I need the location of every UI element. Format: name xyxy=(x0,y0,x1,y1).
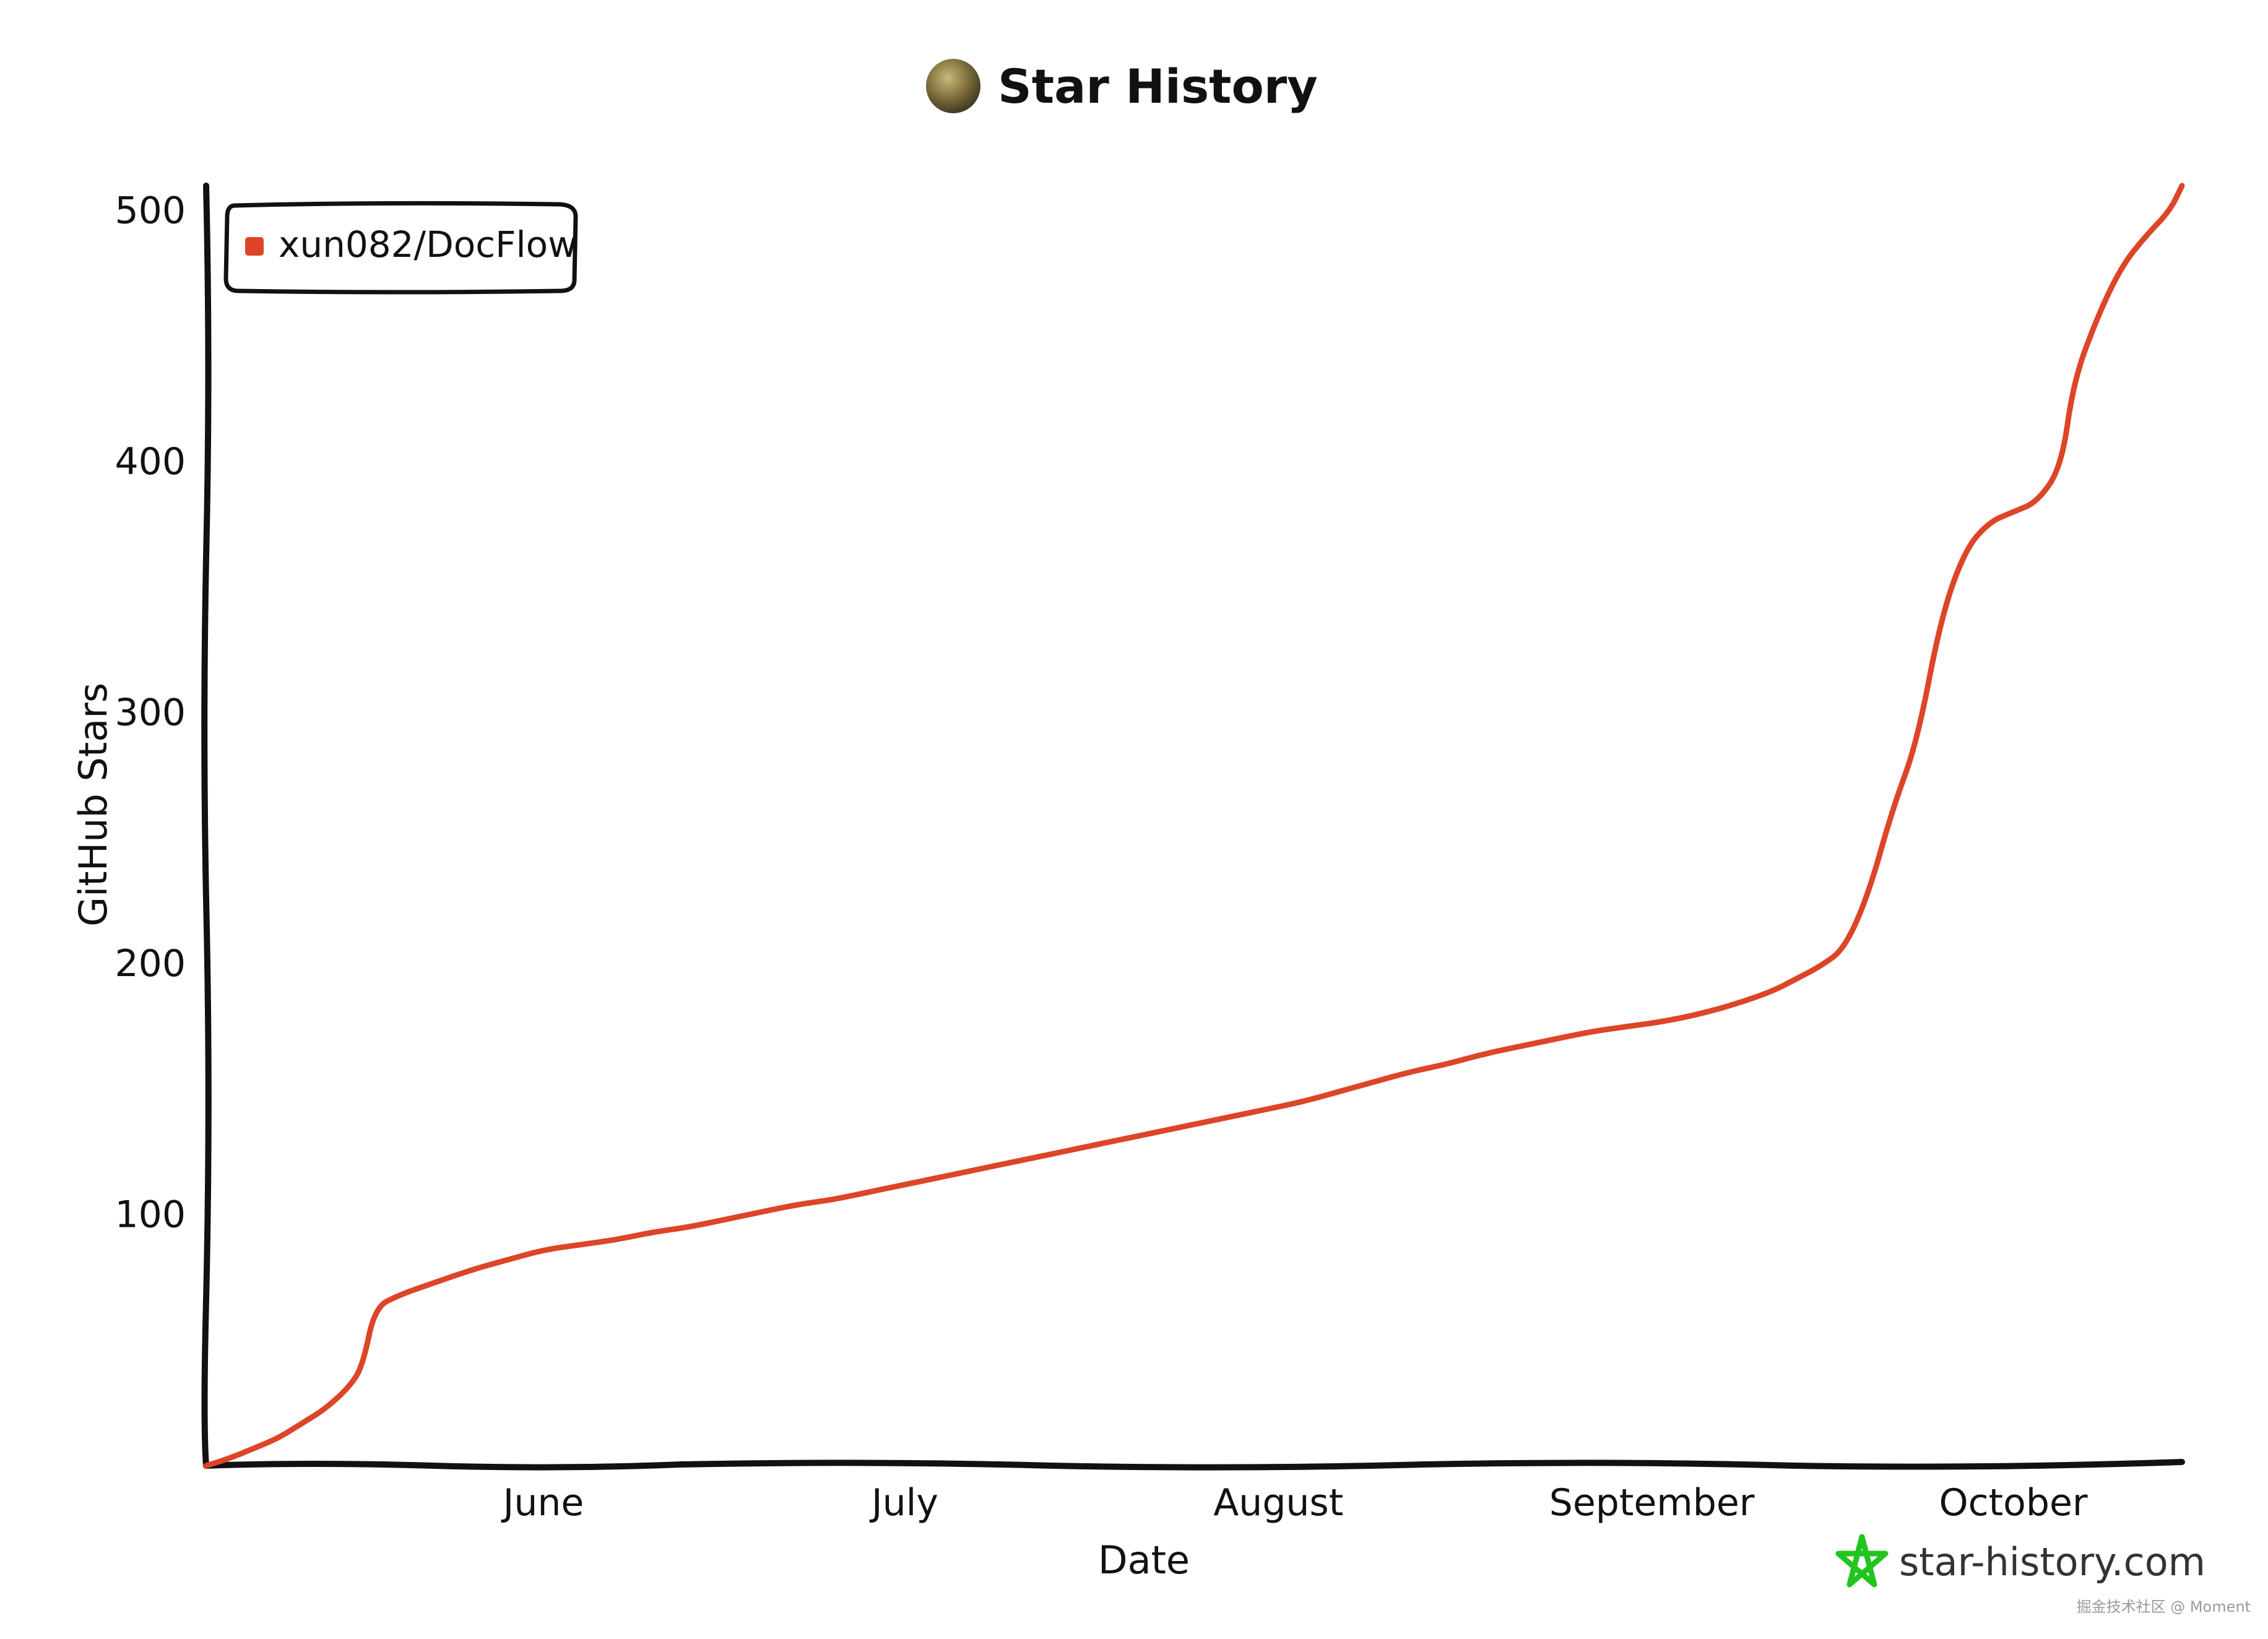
y-tick-label: 400 xyxy=(115,440,186,483)
x-tick-label: August xyxy=(1213,1481,1343,1524)
watermark: 掘金技术社区 @ Moment xyxy=(2077,1598,2251,1615)
brand: star-history.com xyxy=(1835,1534,2205,1588)
y-axis-line xyxy=(201,183,212,1469)
x-tick-label: June xyxy=(501,1481,584,1524)
y-axis-label: GitHub Stars xyxy=(71,683,116,927)
x-tick-labels: June July August September October xyxy=(501,1481,2088,1524)
brand-text: star-history.com xyxy=(1899,1539,2205,1585)
x-axis-line xyxy=(203,1459,2185,1471)
legend-box xyxy=(223,201,578,295)
y-tick-label: 300 xyxy=(115,691,186,735)
x-tick-label: July xyxy=(869,1481,938,1524)
legend: xun082/DocFlow xyxy=(223,201,578,295)
chart-header: Star History xyxy=(926,59,1318,114)
y-tick-label: 500 xyxy=(115,189,186,233)
series-line xyxy=(203,183,2185,1469)
x-axis-label: Date xyxy=(1098,1537,1190,1583)
legend-label: xun082/DocFlow xyxy=(279,223,578,266)
y-tick-label: 200 xyxy=(115,942,186,985)
y-tick-label: 100 xyxy=(115,1193,186,1237)
y-tick-labels: 100 200 300 400 500 xyxy=(115,189,186,1237)
legend-swatch xyxy=(245,237,264,256)
avatar-icon xyxy=(926,59,980,113)
x-tick-label: September xyxy=(1549,1481,1755,1524)
star-icon xyxy=(1835,1534,1889,1588)
axes xyxy=(201,183,2185,1471)
x-tick-label: October xyxy=(1939,1481,2087,1524)
chart-title: Star History xyxy=(998,59,1318,114)
series-layer xyxy=(203,183,2185,1469)
